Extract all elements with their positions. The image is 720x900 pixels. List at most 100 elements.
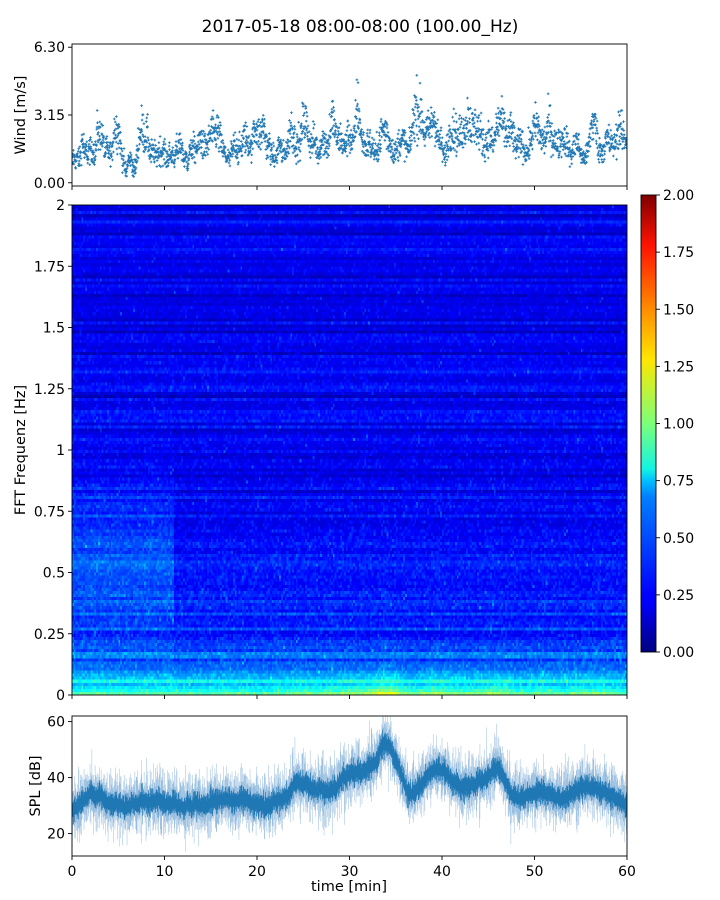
wind-point (196, 140, 200, 144)
wind-point (255, 140, 258, 144)
wind-point (302, 114, 305, 117)
wind-point (88, 163, 92, 166)
wind-point (378, 138, 382, 142)
wind-point (455, 150, 459, 154)
wind-point (401, 128, 404, 132)
wind-point (576, 146, 580, 150)
wind-point (475, 142, 478, 146)
wind-point (409, 147, 413, 151)
wind-point (313, 142, 317, 146)
wind-point (463, 142, 467, 146)
wind-point (461, 131, 465, 134)
wind-point (396, 132, 400, 136)
wind-point (137, 156, 140, 160)
wind-point (686, 137, 689, 140)
wind-point (109, 165, 112, 168)
wind-point (481, 149, 485, 153)
wind-point (713, 155, 716, 158)
colorbar-tick-label: 1.00 (663, 417, 694, 433)
wind-y-tick-label: 6.30 (34, 40, 65, 56)
wind-point (556, 137, 559, 140)
wind-point (711, 148, 714, 151)
wind-point (180, 144, 184, 147)
wind-point (168, 141, 171, 145)
colorbar-tick-label: 0.25 (663, 588, 694, 604)
wind-point (446, 132, 450, 136)
wind-point (311, 136, 315, 140)
wind-point (549, 139, 552, 143)
wind-point (159, 165, 163, 169)
wind-point (465, 127, 468, 130)
wind-point (665, 150, 668, 153)
wind-point (715, 134, 718, 137)
wind-point (157, 156, 160, 160)
wind-point (680, 120, 683, 123)
wind-point (550, 122, 554, 125)
wind-point (415, 124, 418, 128)
wind-point (193, 142, 197, 146)
wind-point (572, 134, 575, 138)
wind-point (167, 154, 171, 158)
wind-point (426, 115, 429, 119)
wind-point (273, 165, 276, 168)
wind-point (677, 154, 680, 157)
wind-point (364, 144, 367, 148)
wind-point (448, 135, 451, 139)
wind-point (670, 153, 673, 156)
wind-point (140, 130, 144, 133)
wind-point (186, 164, 189, 168)
wind-point (441, 160, 444, 164)
wind-point (416, 109, 420, 113)
wind-point (339, 122, 342, 125)
wind-point (486, 147, 489, 150)
wind-point (701, 137, 704, 140)
wind-point (371, 144, 374, 148)
wind-point (368, 131, 372, 135)
wind-point (275, 159, 279, 162)
wind-point (319, 152, 322, 156)
wind-point (97, 131, 100, 134)
wind-point (518, 127, 522, 131)
wind-point (682, 150, 685, 153)
wind-point (635, 132, 638, 135)
wind-point (486, 156, 490, 160)
wind-point (269, 158, 273, 161)
wind-point (323, 137, 327, 141)
wind-point (145, 141, 149, 144)
wind-point (443, 144, 447, 147)
wind-point (221, 139, 225, 142)
wind-point (496, 131, 500, 134)
wind-point (298, 159, 302, 162)
wind-point (327, 138, 330, 142)
wind-point (702, 133, 705, 136)
wind-point (127, 154, 130, 157)
wind-point (511, 131, 515, 134)
wind-point (619, 142, 622, 146)
wind-point (497, 111, 500, 115)
wind-point (374, 142, 377, 146)
wind-point (230, 155, 234, 158)
spl-series (72, 716, 627, 853)
wind-point (210, 115, 214, 119)
wind-point (349, 136, 352, 139)
wind-point (620, 109, 624, 112)
wind-point (479, 135, 483, 139)
wind-point (125, 170, 128, 173)
spectrogram-y-tick-label: 1.25 (34, 382, 65, 398)
wind-point (409, 142, 413, 146)
wind-point (304, 133, 307, 137)
wind-point (401, 139, 405, 142)
wind-point (252, 125, 256, 129)
wind-point (614, 145, 618, 149)
wind-point (386, 131, 390, 134)
wind-point (540, 146, 544, 150)
wind-point (424, 132, 428, 136)
wind-point (612, 135, 616, 139)
wind-point (530, 143, 534, 147)
wind-point (243, 128, 246, 132)
wind-point (590, 121, 593, 125)
wind-point (264, 133, 268, 136)
wind-point (673, 159, 676, 162)
wind-point (657, 167, 660, 170)
wind-point (409, 145, 412, 148)
